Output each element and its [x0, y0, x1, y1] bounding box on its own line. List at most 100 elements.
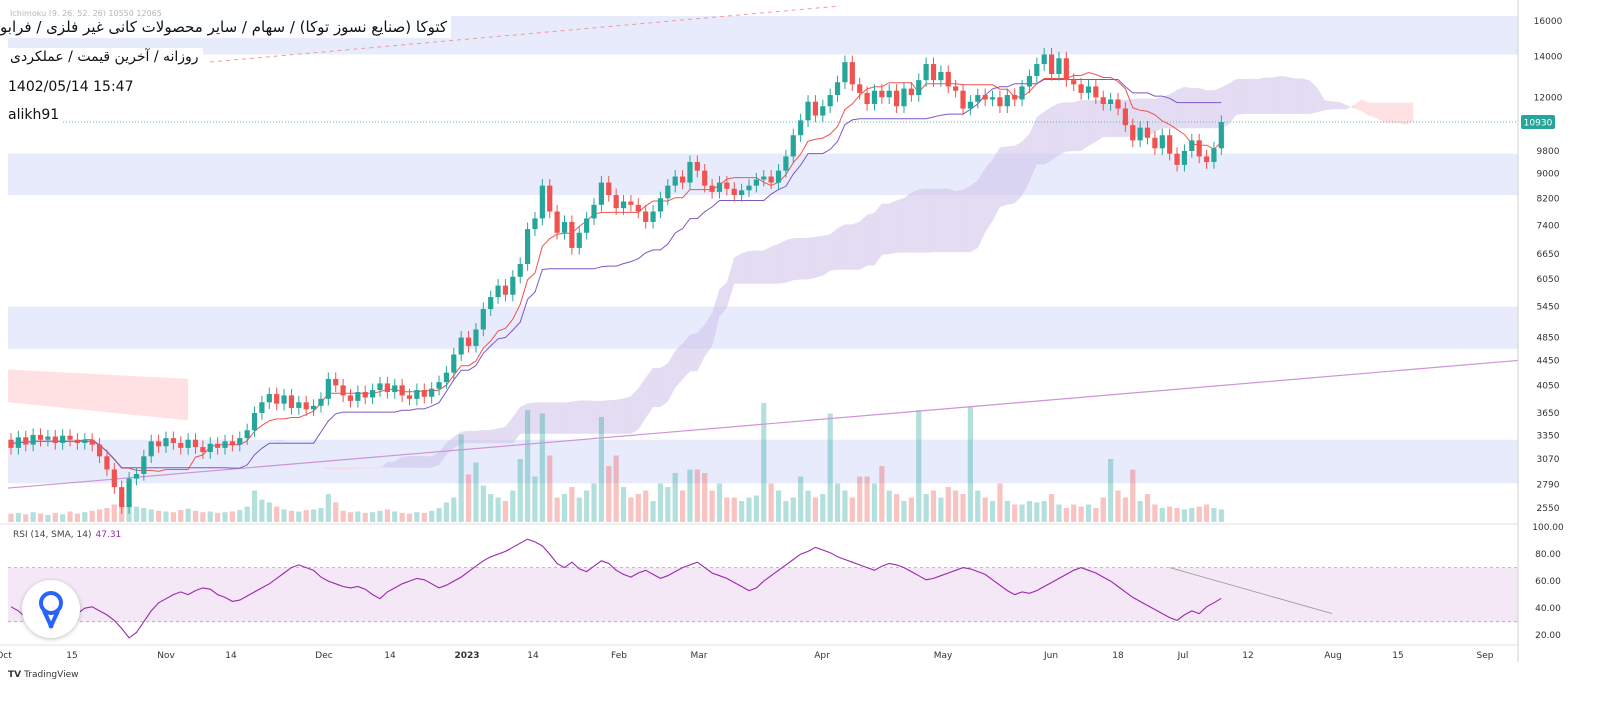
candle-body — [89, 439, 95, 445]
time-tick-label: Jul — [1177, 651, 1189, 661]
volume-bar — [547, 455, 553, 522]
candle-body — [266, 394, 272, 403]
zone-band-1 — [8, 153, 1518, 196]
cloud-segment — [940, 188, 949, 253]
candle-body — [1137, 127, 1143, 141]
volume-bar — [1167, 506, 1173, 522]
candle-body — [606, 182, 612, 196]
tradingview-brand[interactable]: TV TradingView — [8, 670, 79, 680]
volume-bar — [584, 490, 590, 522]
candle-body — [1004, 95, 1010, 107]
volume-bar — [709, 490, 715, 522]
candle — [857, 77, 863, 100]
volume-bar — [111, 504, 117, 522]
cloud-segment — [1383, 102, 1392, 124]
time-tick-label: 2023 — [454, 651, 479, 661]
candle-body — [296, 402, 302, 408]
candle-body — [1211, 148, 1217, 163]
candle-body — [1196, 140, 1202, 157]
candle-body — [251, 412, 258, 431]
candle-body — [1056, 58, 1062, 74]
candle-body — [45, 436, 51, 440]
candle — [82, 433, 88, 450]
cloud-segment — [771, 243, 779, 284]
cloud-segment — [1295, 78, 1303, 114]
candle-body — [997, 97, 1003, 107]
volume-bar — [133, 506, 140, 522]
trend-lines[interactable] — [7, 5, 1519, 489]
cloud-segment — [749, 250, 757, 284]
candle-body — [30, 434, 36, 445]
cloud-segment — [837, 224, 845, 270]
candle — [1071, 73, 1077, 92]
cloud-segment — [926, 188, 934, 253]
time-tick-label: Jun — [1043, 651, 1058, 661]
cloud-segment — [586, 400, 595, 434]
candle-body — [1041, 54, 1047, 65]
candle — [495, 279, 501, 304]
candle-body — [1108, 99, 1114, 104]
cloud-segment — [808, 236, 816, 280]
volume-bar — [960, 494, 966, 522]
volume-bar — [849, 497, 855, 522]
candle-body — [421, 390, 427, 397]
cloud-segment — [1014, 141, 1023, 204]
candle — [982, 88, 988, 107]
candle-body — [192, 439, 199, 448]
cloud-segment — [1036, 111, 1045, 165]
volume-bar — [591, 483, 597, 522]
volume-bar — [1189, 508, 1195, 522]
cloud-segment — [512, 406, 521, 444]
candle-body — [724, 182, 730, 189]
volume-bar — [259, 499, 265, 522]
cloud-segment — [490, 428, 499, 444]
time-tick-label: May — [934, 651, 953, 661]
candle — [879, 84, 885, 104]
volume-bar — [392, 511, 398, 522]
candle-body — [244, 430, 250, 439]
cloud-segment — [549, 402, 558, 434]
candle-body — [628, 201, 634, 205]
volume-bar — [894, 494, 900, 522]
cloud-segment — [682, 334, 690, 380]
cloud-segment — [1177, 86, 1185, 129]
candle — [967, 95, 973, 116]
candle-body — [318, 398, 324, 406]
candle-body — [694, 162, 700, 171]
candle-body — [288, 395, 295, 408]
candle-body — [746, 185, 752, 191]
volume-bar — [96, 509, 103, 522]
candle-body — [783, 156, 789, 171]
candle-body — [539, 185, 545, 219]
price-tick-label: 16000 — [1534, 17, 1563, 27]
volume-bar — [842, 490, 848, 522]
candle — [775, 164, 782, 190]
candle — [156, 434, 162, 453]
candle-body — [1218, 122, 1224, 149]
candle-body — [923, 64, 929, 81]
cloud-segment — [343, 467, 351, 470]
cloud-segment — [741, 250, 749, 284]
candle-body — [975, 95, 981, 102]
rising-trendline — [7, 359, 1519, 489]
volume-bar — [532, 476, 538, 522]
candle-body — [1189, 140, 1195, 151]
candle-body — [834, 82, 841, 96]
candle — [901, 82, 907, 113]
volume-bar — [488, 494, 494, 522]
volume-bar — [8, 513, 14, 522]
candle — [325, 372, 331, 406]
cloud-segment — [918, 188, 927, 253]
candle — [650, 204, 656, 229]
candle-body — [443, 372, 450, 383]
candle — [185, 433, 191, 455]
volume-bar — [753, 495, 759, 522]
candle-body — [879, 90, 885, 98]
candle — [606, 176, 612, 202]
volume-bar — [1115, 490, 1121, 522]
candle — [274, 387, 280, 411]
volume-bar — [517, 459, 523, 522]
candle — [953, 79, 959, 98]
cloud-segment — [933, 188, 941, 253]
